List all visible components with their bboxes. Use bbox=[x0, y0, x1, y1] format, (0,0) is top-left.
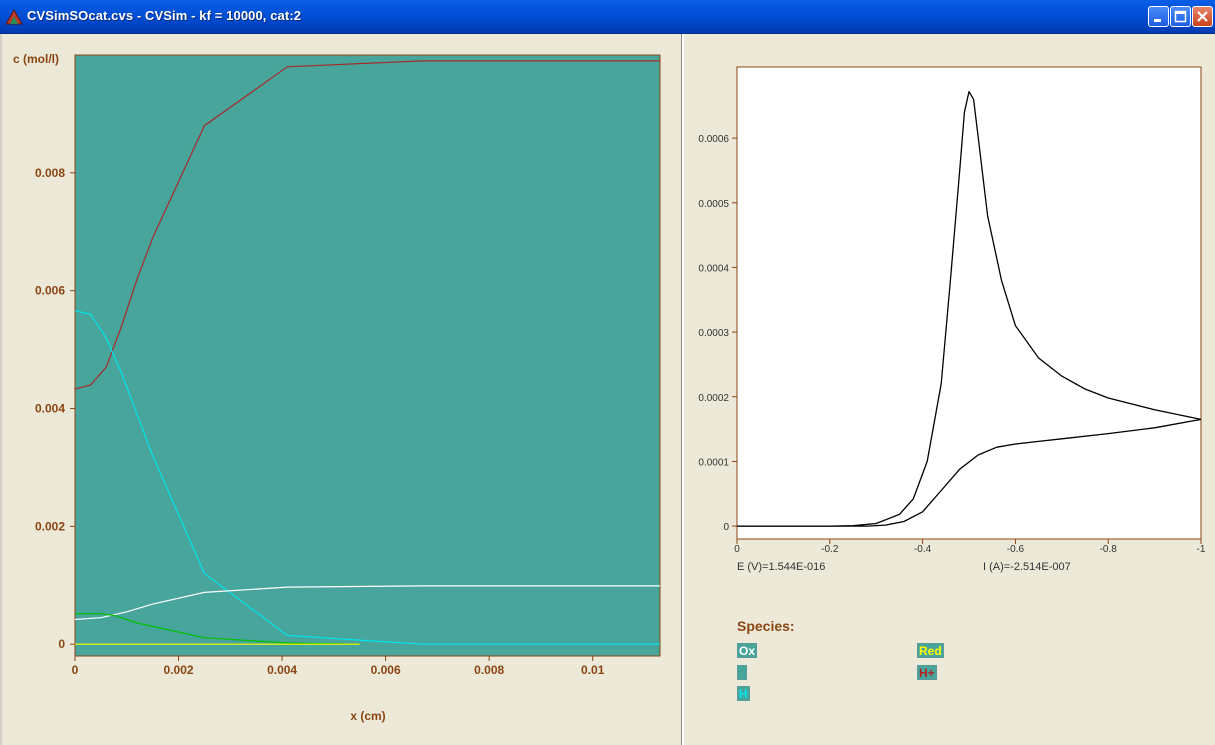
series-line-h bbox=[74, 310, 660, 645]
maximize-icon bbox=[1174, 10, 1187, 23]
y-tick-label: 0.008 bbox=[35, 166, 65, 180]
series-line-ox bbox=[74, 585, 660, 621]
x-tick-label: 0 bbox=[734, 544, 740, 555]
x-tick-label: -0.4 bbox=[914, 544, 932, 555]
y-tick-label: 0.0001 bbox=[698, 457, 729, 468]
window-title: CVSimSOcat.cvs - CVSim - kf = 10000, cat… bbox=[27, 8, 302, 23]
y-tick-label: 0.0003 bbox=[698, 328, 729, 339]
x-tick-label: 0.004 bbox=[267, 663, 297, 677]
species-item-red: Red bbox=[917, 643, 944, 658]
y-tick-label: 0.0002 bbox=[698, 393, 729, 404]
y-tick-label: 0 bbox=[58, 637, 65, 651]
y-tick-label: 0.0004 bbox=[698, 263, 729, 274]
x-tick-label: -0.6 bbox=[1007, 544, 1025, 555]
forward-scan-curve bbox=[737, 90, 1202, 527]
series-line-hplus bbox=[74, 60, 660, 390]
species-item-unlabeled bbox=[737, 665, 747, 680]
minimize-icon bbox=[1154, 19, 1161, 22]
y-tick-label: 0.0005 bbox=[698, 199, 729, 210]
app-icon bbox=[5, 8, 23, 25]
e-readout: E (V)=1.544E-016 bbox=[737, 561, 826, 573]
x-axis-label: x (cm) bbox=[350, 709, 385, 723]
minimize-button[interactable] bbox=[1148, 6, 1169, 27]
close-icon bbox=[1197, 11, 1208, 22]
x-tick-label: 0.008 bbox=[474, 663, 504, 677]
voltammogram-plot-area bbox=[736, 66, 1202, 540]
title-bar[interactable]: CVSimSOcat.cvs - CVSim - kf = 10000, cat… bbox=[0, 0, 1215, 34]
concentration-chart: 0 0.002 0.004 0.006 0.008 0 0.002 0.004 0.006 0.0… bbox=[13, 52, 661, 723]
voltammogram-chart: 0 0.0001 0.0002 0.0003 0.0004 0.0005 0.0006 0 -0… bbox=[698, 66, 1206, 555]
x-tick-label: -0.8 bbox=[1100, 544, 1118, 555]
y-axis-label: c (mol/l) bbox=[13, 52, 59, 66]
x-tick-label: -0.2 bbox=[821, 544, 839, 555]
species-item-ox: Ox bbox=[737, 643, 758, 658]
species-item-hplus: H+ bbox=[917, 665, 937, 680]
x-tick-label: 0.01 bbox=[581, 663, 605, 677]
close-button[interactable] bbox=[1192, 6, 1213, 27]
series-line-series3 bbox=[75, 612, 360, 645]
y-tick-label: 0.004 bbox=[35, 402, 65, 416]
reverse-scan-curve bbox=[737, 418, 1202, 527]
x-tick-label: 0 bbox=[72, 663, 79, 677]
concentration-plot-area bbox=[74, 54, 661, 657]
y-tick-label: 0 bbox=[723, 522, 729, 533]
maximize-button[interactable] bbox=[1170, 6, 1191, 27]
i-readout: I (A)=-2.514E-007 bbox=[983, 561, 1071, 573]
x-tick-label: -1 bbox=[1197, 544, 1206, 555]
species-item-h: H bbox=[737, 686, 750, 701]
y-tick-label: 0.006 bbox=[35, 284, 65, 298]
x-tick-label: 0.002 bbox=[164, 663, 194, 677]
x-tick-label: 0.006 bbox=[371, 663, 401, 677]
species-title: Species: bbox=[737, 618, 795, 634]
y-tick-label: 0.002 bbox=[35, 519, 65, 533]
y-tick-label: 0.0006 bbox=[698, 134, 729, 145]
pane-splitter[interactable] bbox=[681, 34, 684, 745]
